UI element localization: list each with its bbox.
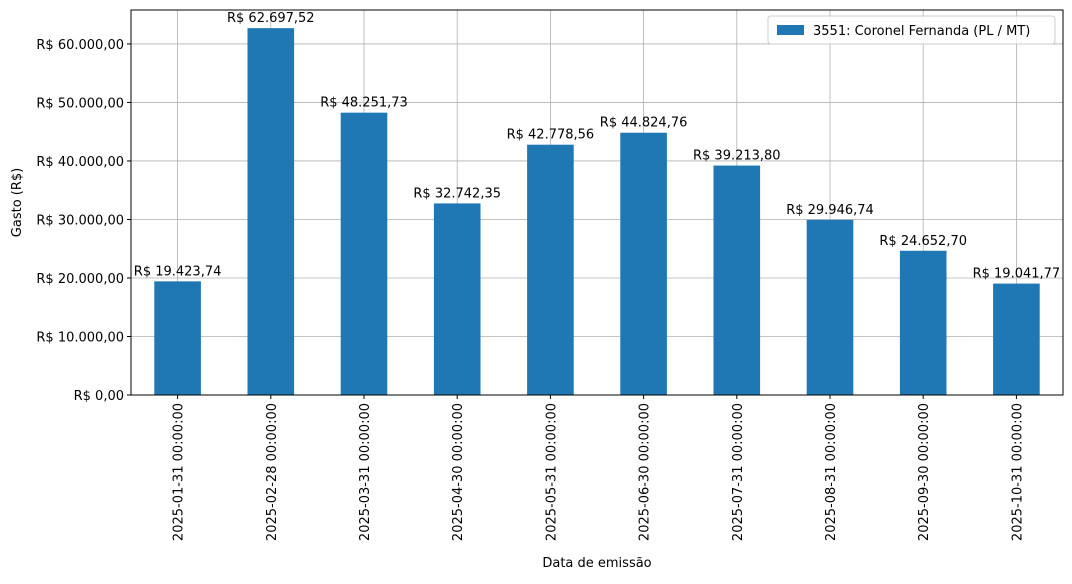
bar	[340, 112, 388, 395]
y-tick-label: R$ 40.000,00	[36, 155, 124, 170]
legend: 3551: Coronel Fernanda (PL / MT)	[767, 15, 1056, 45]
bar	[154, 281, 201, 395]
x-axis-label: Data de emissão	[542, 556, 651, 571]
x-tick-label: 2025-08-31 00:00:00	[824, 403, 839, 541]
legend-swatch	[777, 25, 804, 35]
x-tick-label: 2025-01-31 00:00:00	[172, 403, 187, 541]
bar	[620, 132, 667, 395]
y-axis-label: Gasto (R$)	[10, 168, 25, 237]
data-label: R$ 19.041,77	[973, 267, 1061, 282]
x-tick-label: 2025-07-31 00:00:00	[731, 403, 746, 541]
bar	[993, 283, 1040, 395]
data-label: R$ 32.742,35	[413, 186, 501, 201]
data-label: R$ 39.213,80	[693, 149, 781, 164]
bar	[899, 250, 947, 395]
legend-box	[767, 15, 1056, 45]
bar	[527, 144, 574, 395]
data-label: R$ 42.778,56	[507, 128, 595, 143]
data-label: R$ 29.946,74	[786, 203, 874, 218]
data-label: R$ 62.697,52	[227, 11, 315, 26]
x-tick-label: 2025-03-31 00:00:00	[358, 403, 373, 541]
x-tick-label: 2025-04-30 00:00:00	[451, 403, 466, 541]
x-axis: 2025-01-31 00:00:00 2025-02-28 00:00:00 20…	[172, 395, 1025, 541]
x-tick-label: 2025-06-30 00:00:00	[638, 403, 653, 541]
y-tick-label: R$ 10.000,00	[36, 330, 124, 345]
data-label: R$ 48.251,73	[320, 96, 408, 111]
bar	[247, 28, 295, 396]
data-labels: R$ 19.423,74 R$ 62.697,52 R$ 48.251,73 R$ 3…	[134, 11, 1060, 281]
plot-frame	[130, 9, 1064, 396]
x-tick-label: 2025-10-31 00:00:00	[1010, 403, 1025, 541]
data-label: R$ 24.652,70	[879, 234, 967, 249]
bar	[806, 219, 854, 395]
y-tick-label: R$ 50.000,00	[36, 96, 124, 111]
x-tick-label: 2025-05-31 00:00:00	[544, 403, 559, 541]
data-label: R$ 44.824,76	[600, 116, 688, 131]
bar	[433, 203, 481, 395]
y-tick-label: R$ 60.000,00	[36, 38, 124, 53]
bar	[713, 165, 761, 395]
bars	[154, 28, 1040, 396]
data-label: R$ 19.423,74	[134, 264, 222, 279]
y-tick-label: R$ 20.000,00	[36, 272, 124, 287]
legend-label: 3551: Coronel Fernanda (PL / MT)	[813, 24, 1030, 39]
x-tick-label: 2025-02-28 00:00:00	[265, 403, 280, 541]
x-tick-label: 2025-09-30 00:00:00	[917, 403, 932, 541]
y-axis: R$ 0,00 R$ 10.000,00 R$ 20.000,00 R$ 30.000…	[36, 38, 131, 404]
y-tick-label: R$ 30.000,00	[36, 213, 124, 228]
y-tick-label: R$ 0,00	[74, 389, 124, 404]
